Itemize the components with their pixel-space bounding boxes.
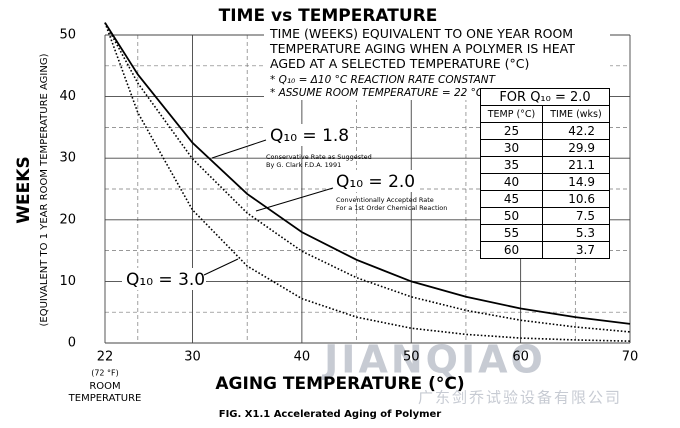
table-cell: 25	[480, 122, 543, 140]
box-line: TEMPERATURE AGING WHEN A POLYMER IS HEAT	[270, 41, 575, 56]
pointer	[255, 187, 334, 212]
x-tick-label: 70	[622, 350, 639, 365]
y-tick-label: 20	[59, 212, 76, 227]
pointer	[203, 258, 239, 276]
watermark-sub: 广东剑乔试验设备有限公司	[418, 389, 622, 407]
x-tick-label: 30	[184, 350, 201, 365]
table-row: 30 29.9	[480, 139, 611, 157]
table-cell: 29.9	[541, 139, 611, 157]
table-cell: 40	[480, 173, 543, 191]
table-cell: 30	[480, 139, 543, 157]
y-tick-label: 10	[59, 274, 76, 289]
pointer	[211, 139, 267, 159]
x-axis-label: AGING TEMPERATURE (°C)	[215, 374, 464, 394]
y-tick-label: 0	[68, 336, 76, 351]
box-line: TIME (WEEKS) EQUIVALENT TO ONE YEAR ROOM	[270, 26, 574, 41]
note: * Q₁₀ = Δ10 °C REACTION RATE CONSTANT	[270, 74, 496, 86]
table-row: 40 14.9	[480, 173, 611, 191]
table-cell: 55	[480, 224, 543, 242]
table-row: 25 42.2	[480, 122, 611, 140]
label-bg	[122, 268, 206, 290]
table-cell: 7.5	[541, 207, 611, 225]
table-cell: 3.7	[541, 241, 611, 259]
table-cell: 14.9	[541, 173, 611, 191]
table-row: 45 10.6	[480, 190, 611, 208]
table-cell: 5.3	[541, 224, 611, 242]
series-note: Conservative Rate as Suggested	[266, 153, 372, 161]
y-tick-label: 30	[59, 151, 76, 166]
table-row: 50 7.5	[480, 207, 611, 225]
x-tick-label: 22	[97, 350, 114, 365]
table-header: TEMP (°C)	[480, 105, 543, 123]
table-cell: 60	[480, 241, 543, 259]
series-label: Q₁₀ = 2.0	[336, 172, 415, 192]
table-cell: 35	[480, 156, 543, 174]
y-tick-label: 40	[59, 89, 76, 104]
table-row: 55 5.3	[480, 224, 611, 242]
table-row: 60 3.7	[480, 241, 611, 259]
info-box: TIME (WEEKS) EQUIVALENT TO ONE YEAR ROOM…	[264, 24, 610, 100]
table-cell: 42.2	[541, 122, 611, 140]
x-note: (72 °F)	[91, 369, 119, 378]
label-bg	[266, 124, 350, 146]
watermark: JIANQIAO	[321, 338, 546, 382]
y-tick-label: 50	[59, 28, 76, 43]
series-line	[104, 22, 631, 325]
caption: FIG. X1.1 Accelerated Aging of Polymer	[219, 409, 442, 420]
table-cell: 45	[480, 190, 543, 208]
box-line: AGED AT A SELECTED TEMPERATURE (°C)	[270, 56, 530, 71]
label-bg	[332, 170, 418, 192]
series-label: Q₁₀ = 1.8	[270, 126, 349, 146]
y-axis-label-2: (EQUIVALENT TO 1 YEAR ROOM TEMPERATURE A…	[39, 53, 50, 326]
series-line	[104, 22, 631, 342]
table-cell: 50	[480, 207, 543, 225]
data-table: FOR Q₁₀ = 2.0 TEMP (°C) TIME (wks) 25 42.2…	[480, 88, 611, 259]
table-row: 35 21.1	[480, 156, 611, 174]
table-cell: 21.1	[541, 156, 611, 174]
x-note: TEMPERATURE	[68, 393, 142, 404]
series-note: By G. Clark F.D.A. 1991	[266, 161, 341, 169]
series-line	[104, 22, 631, 333]
table-cell: 10.6	[541, 190, 611, 208]
x-note: ROOM	[89, 381, 120, 392]
note: * ASSUME ROOM TEMPERATURE = 22 °C	[270, 87, 484, 99]
y-axis-label: WEEKS	[14, 156, 34, 223]
series-note: Conventionally Accepted Rate	[336, 196, 434, 204]
series-labels: Q₁₀ = 1.8 Conservative Rate as Suggested…	[122, 124, 447, 290]
series-note: For a 1st Order Chemical Reaction	[336, 204, 447, 212]
table-title: FOR Q₁₀ = 2.0	[480, 88, 610, 106]
chart-title: TIME vs TEMPERATURE	[219, 6, 438, 26]
x-tick-label: 60	[512, 350, 529, 365]
series-label: Q₁₀ = 3.0	[126, 270, 205, 290]
x-tick-label: 40	[294, 350, 311, 365]
table-header: TIME (wks)	[541, 105, 611, 123]
x-tick-label: 50	[403, 350, 420, 365]
